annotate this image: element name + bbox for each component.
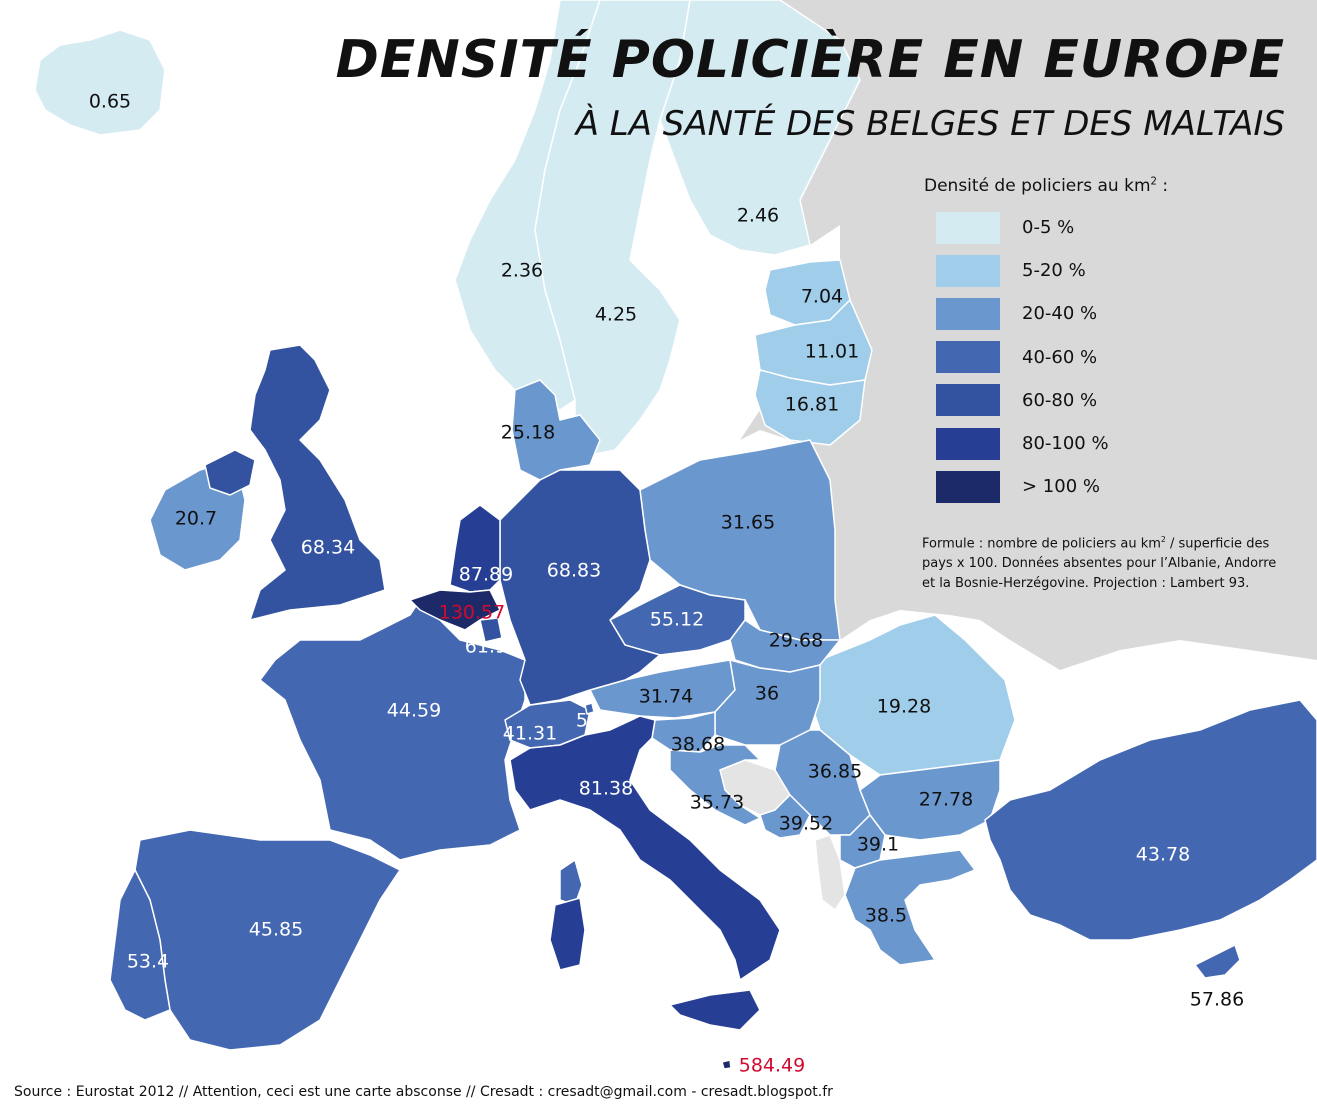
country-macedonia[interactable] [839, 814, 886, 869]
value-label-italy: 81.38 [579, 778, 633, 800]
legend-label: 80-100 % [1022, 433, 1109, 455]
country-turkey[interactable] [984, 699, 1317, 941]
country-germany[interactable] [499, 469, 661, 706]
country-greece[interactable] [844, 849, 976, 966]
value-label-turkey: 43.78 [1136, 844, 1190, 866]
map-subtitle: À LA SANTÉ DES BELGES ET DES MALTAIS [575, 104, 1285, 144]
value-label-lithuania: 16.81 [785, 394, 839, 416]
legend-item: 0-5 % [918, 206, 1248, 249]
value-label-slovakia: 29.68 [769, 630, 823, 652]
value-label-cyprus: 57.86 [1190, 989, 1244, 1011]
value-label-france: 44.59 [387, 700, 441, 722]
value-label-germany: 68.83 [547, 560, 601, 582]
value-label-hungary: 36 [755, 683, 779, 705]
legend-item: 20-40 % [918, 292, 1248, 335]
value-label-malta: 584.49 [739, 1055, 805, 1077]
value-label-iceland: 0.65 [89, 91, 131, 113]
map-title: DENSITÉ POLICIÈRE EN EUROPE [335, 30, 1285, 90]
value-label-luxembourg: 61.99 [465, 636, 519, 658]
legend-label: 5-20 % [1022, 260, 1086, 282]
country-sardinia-italy[interactable] [549, 897, 586, 971]
formula-text-part2: / superficie des pays x 100. Données abs… [922, 536, 1277, 592]
value-label-slovenia: 38.68 [671, 734, 725, 756]
value-label-serbia: 36.85 [808, 761, 862, 783]
value-label-spain: 45.85 [249, 919, 303, 941]
country-albania-nodata [814, 834, 846, 911]
country-luxembourg[interactable] [479, 617, 503, 643]
legend-swatch [936, 254, 1000, 287]
value-label-montenegro: 39.52 [779, 813, 833, 835]
value-label-netherlands: 87.89 [459, 564, 513, 586]
legend-title-text: Densité de policiers au km [924, 176, 1151, 196]
legend-title-suffix: : [1157, 176, 1169, 196]
legend-item: 5-20 % [918, 249, 1248, 292]
source-credit: Source : Eurostat 2012 // Attention, cec… [14, 1084, 833, 1100]
legend-title: Densité de policiers au km2 : [924, 176, 1248, 196]
country-croatia[interactable] [669, 744, 761, 826]
country-liechtenstein[interactable] [584, 702, 595, 715]
value-label-portugal: 53.4 [127, 951, 169, 973]
country-belgium[interactable] [409, 589, 501, 631]
value-label-greece: 38.5 [865, 905, 907, 927]
legend-item: > 100 % [918, 465, 1248, 508]
country-finland[interactable] [659, 0, 861, 256]
legend: Densité de policiers au km2 : 0-5 % 5-20… [918, 176, 1248, 508]
legend-label: 40-60 % [1022, 346, 1098, 368]
value-label-liechtenstein: 55 [576, 710, 600, 732]
legend-swatch [936, 341, 1000, 374]
legend-swatch [936, 297, 1000, 330]
background-land-east [740, 0, 1317, 670]
value-label-estonia: 7.04 [801, 286, 843, 308]
legend-title-superscript: 2 [1150, 176, 1157, 188]
country-united-kingdom[interactable] [249, 344, 386, 621]
value-label-austria: 31.74 [639, 686, 693, 708]
country-malta[interactable] [721, 1059, 732, 1070]
value-label-finland: 2.46 [737, 205, 779, 227]
legend-swatch [936, 470, 1000, 503]
country-corsica-france[interactable] [559, 859, 583, 906]
value-label-croatia: 35.73 [690, 792, 744, 814]
country-iceland[interactable] [34, 29, 166, 136]
legend-item: 40-60 % [918, 336, 1248, 379]
country-italy[interactable] [509, 715, 781, 981]
legend-swatch [936, 211, 1000, 244]
value-label-sweden: 4.25 [595, 304, 637, 326]
country-sicily-italy[interactable] [669, 989, 761, 1031]
legend-swatch [936, 427, 1000, 460]
value-label-united-kingdom: 68.34 [301, 537, 355, 559]
country-lithuania[interactable] [754, 369, 866, 446]
value-label-belgium: 130.57 [439, 602, 505, 624]
value-label-czech-republic: 55.12 [650, 609, 704, 631]
formula-superscript: 2 [1160, 535, 1166, 544]
legend-item: 80-100 % [918, 422, 1248, 465]
legend-label: > 100 % [1022, 476, 1100, 498]
legend-label: 0-5 % [1022, 217, 1075, 239]
legend-item: 60-80 % [918, 379, 1248, 422]
country-sweden[interactable] [534, 0, 691, 456]
value-label-switzerland: 41.31 [503, 723, 557, 745]
value-label-denmark: 25.18 [501, 422, 555, 444]
legend-label: 20-40 % [1022, 303, 1098, 325]
country-slovenia[interactable] [651, 711, 716, 753]
country-cyprus[interactable] [1194, 944, 1241, 979]
legend-swatch [936, 384, 1000, 417]
country-northern-ireland-uk[interactable] [204, 449, 256, 496]
value-label-bulgaria: 27.78 [919, 789, 973, 811]
value-label-latvia: 11.01 [805, 341, 859, 363]
formula-note: Formule : nombre de policiers au km2 / s… [922, 530, 1292, 594]
value-label-norway: 2.36 [501, 260, 543, 282]
value-label-macedonia: 39.1 [857, 834, 899, 856]
country-montenegro[interactable] [759, 794, 811, 839]
legend-label: 60-80 % [1022, 389, 1098, 411]
formula-text-part1: Formule : nombre de policiers au km [922, 536, 1161, 552]
value-label-poland: 31.65 [721, 512, 775, 534]
value-label-ireland: 20.7 [175, 508, 217, 530]
country-portugal[interactable] [109, 869, 171, 1021]
country-denmark[interactable] [511, 379, 601, 481]
value-label-romania: 19.28 [877, 696, 931, 718]
